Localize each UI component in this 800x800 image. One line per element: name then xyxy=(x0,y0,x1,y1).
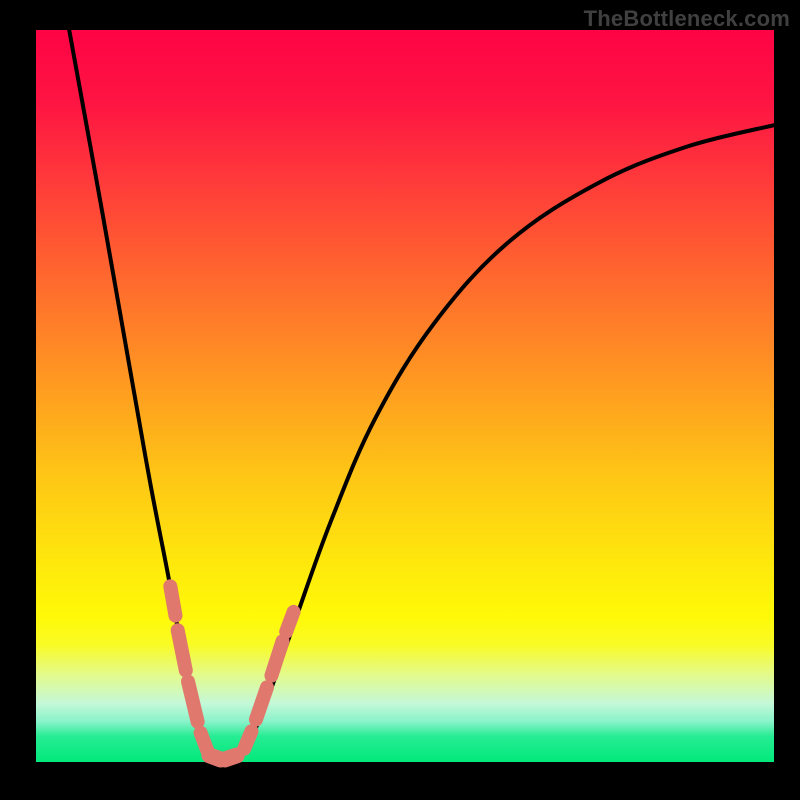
watermark-text: TheBottleneck.com xyxy=(584,6,790,32)
plot-background xyxy=(36,30,774,762)
curve-marker xyxy=(170,586,175,615)
curve-marker xyxy=(244,731,251,749)
curve-marker xyxy=(286,612,293,632)
curve-marker xyxy=(188,681,198,721)
curve-marker xyxy=(201,733,208,751)
curve-marker xyxy=(225,755,237,759)
curve-marker xyxy=(178,630,186,670)
axis-bottom xyxy=(0,762,800,800)
axis-right xyxy=(774,0,800,800)
bottleneck-chart xyxy=(0,0,800,800)
chart-canvas: TheBottleneck.com xyxy=(0,0,800,800)
axis-left xyxy=(0,0,36,800)
